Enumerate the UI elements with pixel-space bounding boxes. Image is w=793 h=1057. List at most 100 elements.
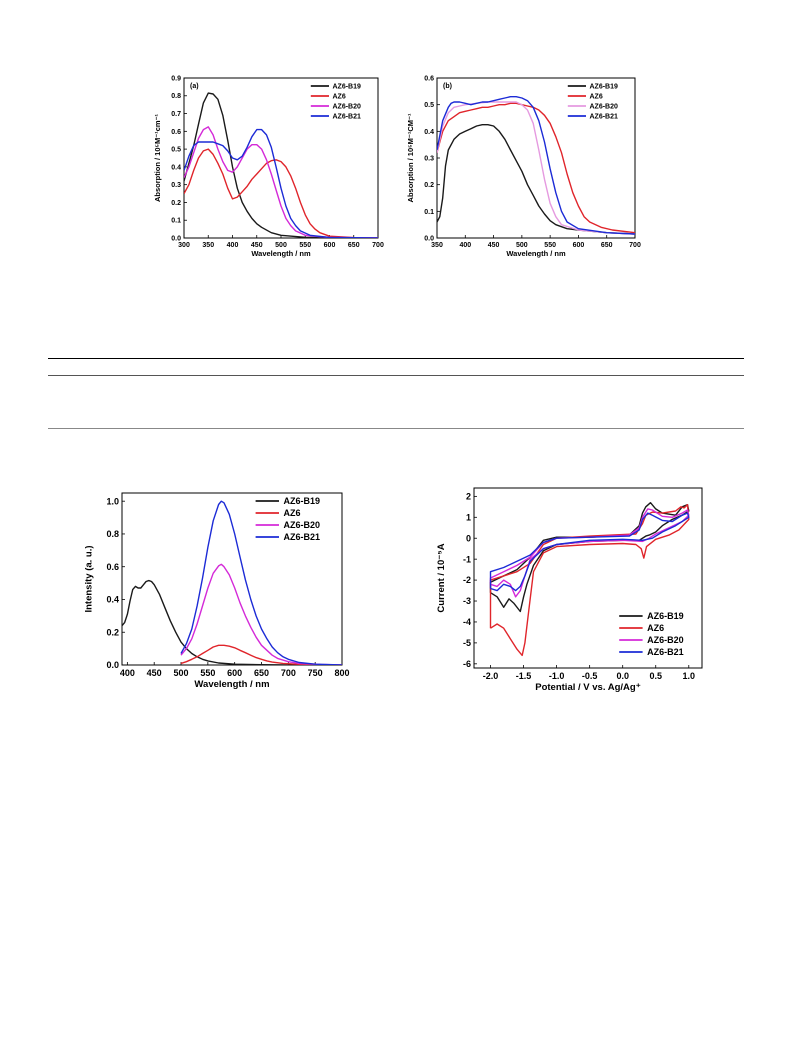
x-tick-label: 350 [431, 242, 443, 249]
y-tick-label: 1.0 [106, 496, 119, 506]
absorption-chart-b-svg: 350 400 450 500 550 600 650 700 0.0 0.1 0.2 0.3 0.4 0… [406, 75, 641, 258]
y-tick-label: 0.8 [171, 93, 181, 100]
y-tick-label: 0.1 [424, 209, 434, 216]
y-tick-label: 0.0 [424, 235, 434, 242]
x-axis-label: Wavelength / nm [251, 249, 311, 258]
legend-label: AZ6-B19 [647, 611, 684, 621]
y-tick-label: 0.0 [171, 235, 181, 242]
legend-label: AZ6-B20 [647, 635, 684, 645]
x-tick-label: 400 [227, 242, 239, 249]
plot-frame [121, 492, 343, 666]
y-tick-label: 0.6 [424, 75, 434, 82]
series-line-az6-b20 [489, 508, 690, 598]
legend-label: AZ6-B19 [590, 83, 619, 90]
x-tick-label: 1.0 [683, 671, 696, 681]
y-tick-label: 0.5 [171, 147, 181, 154]
cv-chart-svg: -2.0 -1.5 -1.0 -0.5 0.0 0.5 1.0 2 1 0 -1 -2 -3 -4 -5 -6… [436, 487, 703, 693]
x-tick-label: 350 [202, 242, 214, 249]
y-tick-label: -6 [463, 659, 471, 669]
series-line-az6-b21 [437, 96, 635, 235]
y-axis-label: Absorption / 10⁵M⁻¹cm⁻¹ [153, 113, 162, 202]
y-tick-label: 0 [466, 533, 471, 543]
y-tick-label: -3 [463, 596, 471, 606]
x-tick-label: -1.5 [516, 671, 532, 681]
y-tick-label: 0.3 [424, 155, 434, 162]
legend-label: AZ6-B20 [590, 103, 619, 110]
x-tick-label: -0.5 [582, 671, 598, 681]
table-top-rule [48, 358, 744, 359]
x-tick-label: 300 [178, 242, 190, 249]
x-tick-label: 700 [629, 242, 641, 249]
absorption-chart-b: 350 400 450 500 550 600 650 700 0.0 0.1 0.2 0.3 0.4 0… [403, 72, 641, 272]
x-tick-label: 650 [601, 242, 613, 249]
series-line-az6 [180, 644, 342, 665]
x-tick-label: 450 [147, 668, 162, 678]
x-tick-label: -1.0 [549, 671, 565, 681]
y-tick-label: 0.4 [424, 129, 434, 136]
y-tick-label: 0.2 [106, 627, 119, 637]
y-tick-label: 0.5 [424, 102, 434, 109]
x-tick-label: 500 [275, 242, 287, 249]
cyclic-voltammetry-chart: -2.0 -1.5 -1.0 -0.5 0.0 0.5 1.0 2 1 0 -1 -2 -3 -4 -5 -6… [428, 482, 708, 704]
plot-frame [436, 77, 636, 239]
x-tick-label: -2.0 [483, 671, 499, 681]
series-line-az6 [437, 102, 635, 234]
y-tick-label: 0.4 [106, 595, 119, 605]
legend-label: AZ6-B19 [333, 83, 362, 90]
series-line-az6 [184, 148, 378, 238]
x-tick-label: 400 [459, 242, 471, 249]
x-tick-label: 750 [308, 668, 323, 678]
series-line-az6-b21 [180, 500, 342, 665]
x-tick-label: 500 [174, 668, 189, 678]
y-tick-label: 0.8 [106, 529, 119, 539]
x-tick-label: 550 [544, 242, 556, 249]
x-tick-label: 800 [334, 668, 349, 678]
table-bottom-rule [48, 428, 744, 429]
legend-label: AZ6-B20 [333, 103, 362, 110]
x-tick-label: 700 [281, 668, 296, 678]
x-axis-label: Wavelength / nm [194, 679, 269, 690]
x-tick-label: 550 [299, 242, 311, 249]
series-line-az6-b20 [184, 126, 378, 238]
y-axis-label: Current / 10⁻⁵A [436, 543, 447, 612]
table-header-rule [48, 375, 744, 376]
x-tick-label: 650 [348, 242, 360, 249]
x-tick-label: 450 [251, 242, 263, 249]
panel-label: (b) [443, 83, 452, 90]
plot-frame [183, 77, 379, 239]
y-axis-label: Absorption / 10⁵M⁻¹CM⁻¹ [406, 113, 415, 202]
y-tick-label: 0.6 [171, 129, 181, 136]
series-line-az6-b20 [437, 101, 635, 235]
series-line-az6-b19 [122, 579, 289, 665]
y-tick-label: -4 [463, 617, 471, 627]
legend-label: AZ6 [647, 623, 664, 633]
y-tick-label: 0.0 [106, 660, 119, 670]
legend-label: AZ6-B20 [284, 520, 321, 530]
series-line-az6-b19 [437, 124, 635, 235]
legend-label: AZ6-B21 [647, 647, 684, 657]
emission-chart-svg: 400 450 500 550 600 650 700 750 800 0.0 0.2 0.4 0.6 0… [83, 492, 350, 690]
legend-label: AZ6-B19 [284, 496, 321, 506]
x-tick-label: 0.0 [616, 671, 629, 681]
series-line-az6-b21 [184, 128, 378, 238]
y-tick-label: -2 [463, 575, 471, 585]
y-tick-label: -5 [463, 638, 471, 648]
series-line-az6-b21 [489, 512, 690, 592]
legend-label: AZ6-B21 [333, 113, 362, 120]
y-tick-label: 0.3 [171, 182, 181, 189]
x-tick-label: 600 [573, 242, 585, 249]
plot-frame [473, 487, 703, 669]
x-tick-label: 600 [227, 668, 242, 678]
legend-label: AZ6 [590, 93, 603, 100]
absorption-chart-a-svg: 300 350 400 450 500 550 600 650 700 0.0 0.1 0.2 0.3 0… [153, 75, 384, 258]
x-tick-label: 600 [324, 242, 336, 249]
y-tick-label: 0.7 [171, 111, 181, 118]
absorption-chart-a: 300 350 400 450 500 550 600 650 700 0.0 0.1 0.2 0.3 0… [150, 72, 390, 267]
series-line-az6-b20 [180, 563, 342, 665]
x-tick-label: 0.5 [649, 671, 662, 681]
legend-label: AZ6 [333, 93, 346, 100]
x-tick-label: 450 [488, 242, 500, 249]
y-tick-label: -1 [463, 554, 471, 564]
y-tick-label: 0.6 [106, 562, 119, 572]
y-tick-label: 0.9 [171, 75, 181, 82]
